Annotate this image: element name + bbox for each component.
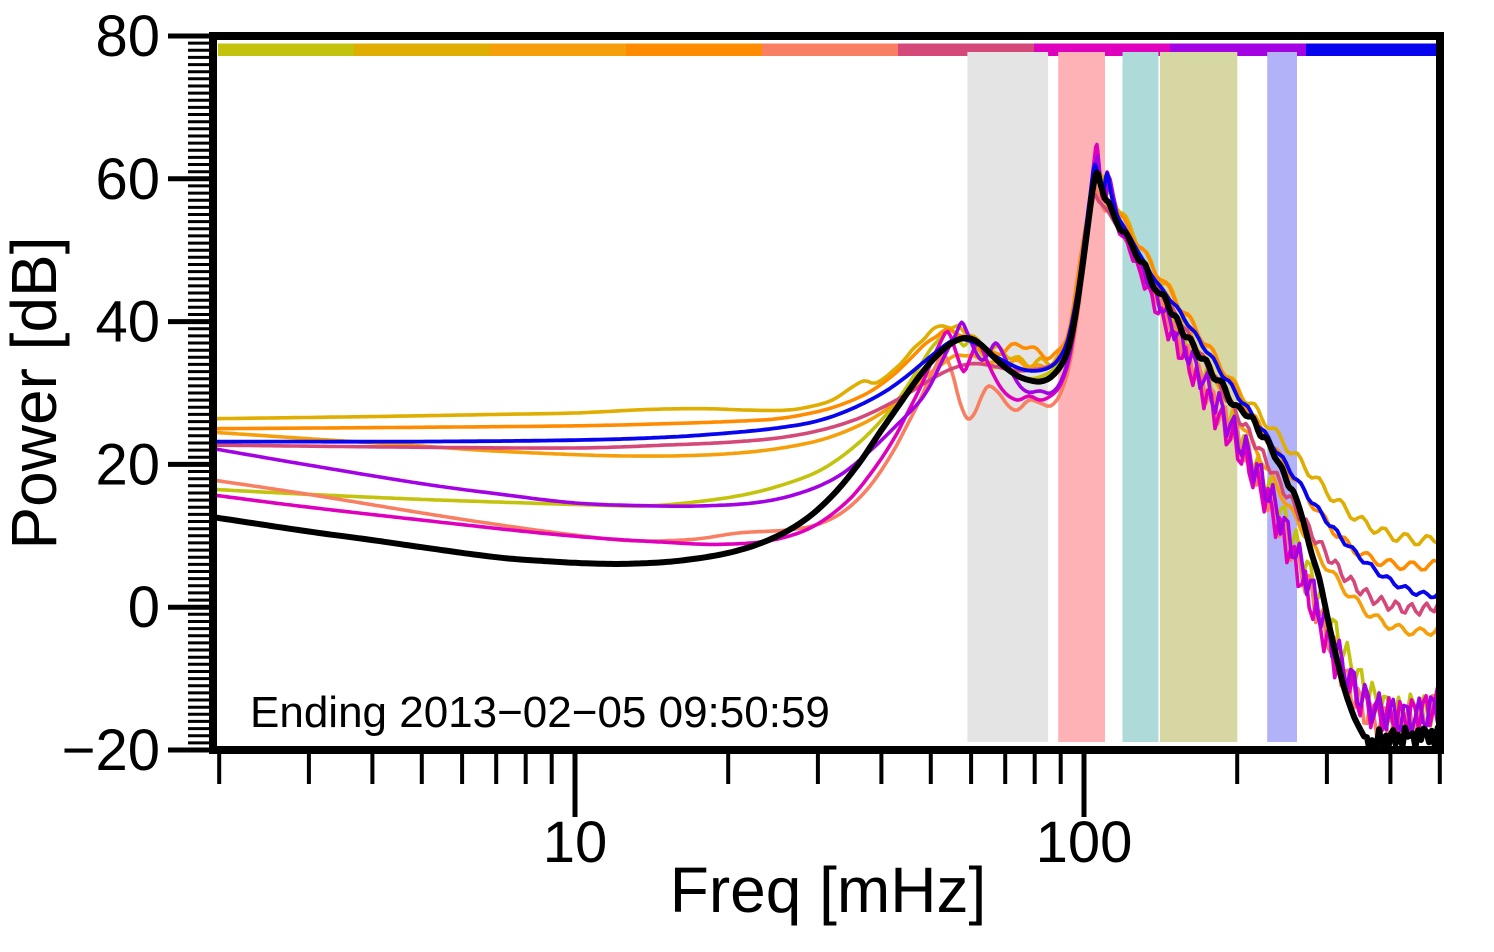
series-segment-1-yellowgreen <box>217 160 1436 728</box>
strip-segment-3 <box>490 43 626 56</box>
time-segment-color-strip <box>218 43 1442 56</box>
strip-segment-4 <box>626 43 762 56</box>
spectra-curves <box>217 142 1436 746</box>
y-tick-label: −20 <box>62 718 160 783</box>
y-tick-label: 0 <box>128 575 160 640</box>
y-axis-title: Power [dB] <box>0 236 70 549</box>
y-tick-label: 80 <box>95 4 160 69</box>
x-tick-label: 10 <box>543 810 608 875</box>
x-tick-labels: 10 100 <box>543 810 1133 875</box>
y-tick-labels: 80 60 40 20 0 −20 <box>62 4 160 783</box>
strip-segment-2 <box>354 43 490 56</box>
y-tick-label: 60 <box>95 147 160 212</box>
series-segment-9-blue <box>217 162 1436 600</box>
y-tick-label: 40 <box>95 290 160 355</box>
strip-segment-1 <box>218 43 354 56</box>
annotation-text: Ending 2013−02−05 09:50:59 <box>250 688 830 737</box>
band-5 <box>1267 52 1297 742</box>
y-axis-ticks <box>168 33 209 753</box>
strip-segment-5 <box>762 43 898 56</box>
series-segment-5-salmon <box>217 184 1436 739</box>
band-3 <box>1122 52 1159 742</box>
y-tick-label: 20 <box>95 432 160 497</box>
series-mean-black <box>217 169 1436 746</box>
plot-frame <box>209 32 1444 754</box>
x-tick-label: 100 <box>1036 810 1133 875</box>
series-segment-3-amber <box>217 191 1436 637</box>
shaded-frequency-bands <box>967 52 1297 742</box>
x-axis-title: Freq [mHz] <box>670 854 986 926</box>
strip-segment-9 <box>1306 43 1442 56</box>
series-segment-8-purple <box>217 154 1436 735</box>
series-segment-4-darkorange <box>217 178 1436 572</box>
x-axis-ticks <box>217 754 1442 817</box>
series-segment-6-crimson <box>217 193 1436 617</box>
